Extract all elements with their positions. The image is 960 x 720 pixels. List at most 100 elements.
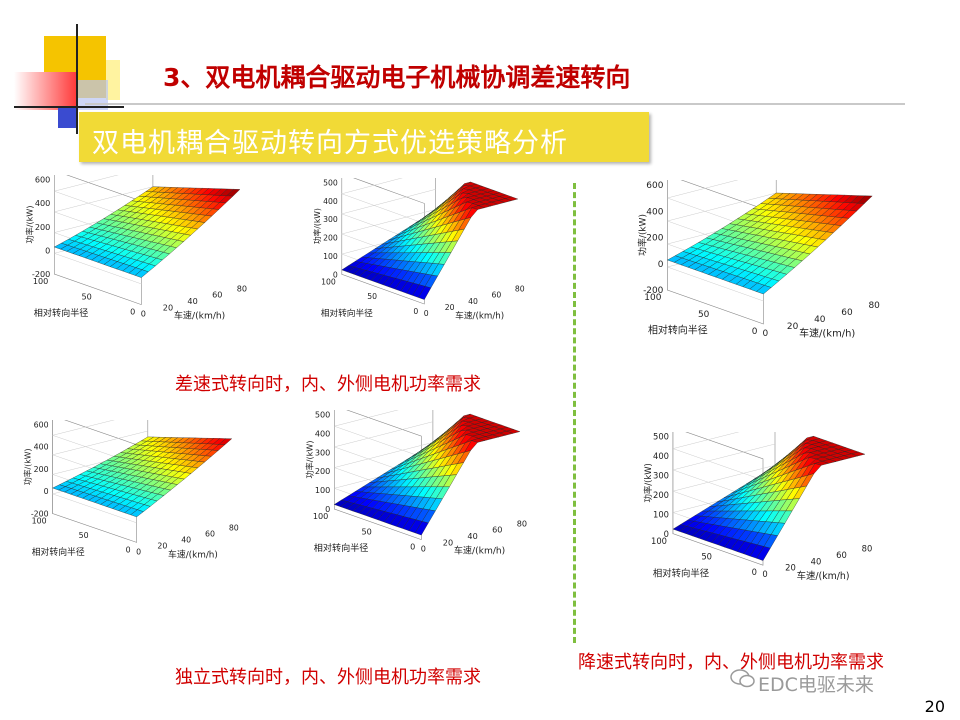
x-tick-label: 40 — [468, 297, 478, 306]
z-tick-label: 400 — [34, 443, 49, 452]
subtitle: 双电机耦合驱动转向方式优选策略分析 — [92, 128, 568, 159]
x-tick-label: 60 — [491, 291, 501, 300]
z-axis-label: 功率/(kW) — [636, 214, 648, 256]
z-tick-label: 0 — [325, 504, 330, 514]
watermark: EDC电驱未来 — [758, 674, 874, 696]
z-tick-label: -200 — [31, 510, 49, 519]
z-tick-label: 0 — [664, 529, 669, 539]
z-tick-label: 400 — [646, 207, 663, 217]
y-axis-label: 相对转向半径 — [648, 324, 708, 337]
z-tick-label: 600 — [646, 181, 663, 191]
y-tick-label: 0 — [126, 545, 131, 554]
y-tick-label: 50 — [361, 526, 371, 536]
y-tick-label: 0 — [413, 307, 418, 316]
y-tick-label: 100 — [644, 293, 661, 303]
y-tick-label: 50 — [698, 310, 710, 320]
z-tick-label: 0 — [44, 487, 49, 496]
x-axis-label: 车速/(km/h) — [797, 570, 850, 582]
y-axis-label: 相对转向半径 — [653, 567, 709, 579]
decor-blue-square — [58, 108, 78, 128]
surface-patch — [418, 286, 432, 300]
decor-horizontal-line — [14, 106, 124, 108]
y-tick-label: 0 — [130, 307, 135, 317]
x-tick-label: 40 — [467, 531, 477, 541]
z-tick-label: 200 — [646, 234, 663, 244]
grid-line — [672, 443, 776, 502]
x-tick-label: 0 — [136, 547, 141, 556]
y-tick-label: 0 — [410, 542, 415, 552]
x-axis-label: 车速/(km/h) — [799, 327, 855, 340]
grid-line — [53, 175, 142, 223]
y-tick-label: 0 — [752, 567, 757, 577]
z-tick-label: 0 — [658, 260, 664, 270]
x-tick-label: 60 — [492, 525, 502, 535]
caption-differential: 差速式转向时，内、外侧电机功率需求 — [175, 374, 481, 395]
y-tick-label: 100 — [651, 536, 667, 546]
grid-line — [333, 421, 433, 478]
grid-line — [340, 189, 436, 244]
decor-vertical-line — [76, 24, 78, 134]
z-tick-label: 600 — [35, 175, 50, 185]
surface-patch — [134, 269, 149, 278]
grid-line — [51, 420, 137, 465]
z-tick-label: 400 — [35, 198, 50, 208]
z-tick-label: 200 — [34, 465, 49, 474]
z-tick-label: 100 — [653, 509, 669, 519]
x-tick-label: 40 — [814, 315, 826, 325]
x-tick-label: 20 — [157, 541, 167, 550]
z-tick-label: 200 — [315, 466, 330, 476]
y-tick-label: 100 — [33, 276, 48, 286]
surface-patch — [756, 546, 771, 561]
z-axis-label: 功率/(kW) — [643, 463, 653, 502]
z-tick-label: 200 — [35, 222, 50, 232]
x-tick-label: 40 — [811, 556, 822, 566]
grid-line — [666, 180, 764, 233]
surface-patch — [756, 285, 772, 295]
z-tick-label: -200 — [32, 269, 50, 279]
x-tick-label: 40 — [187, 296, 197, 306]
z-tick-label: 300 — [323, 215, 338, 224]
x-tick-label: 80 — [229, 524, 239, 533]
z-tick-label: 0 — [45, 245, 50, 255]
x-tick-label: 80 — [868, 301, 880, 311]
grid-line — [672, 432, 764, 481]
wechat-icon — [730, 669, 755, 688]
decor-light-yellow-square — [106, 60, 120, 100]
x-tick-label: 20 — [785, 563, 796, 573]
z-tick-label: 100 — [315, 485, 330, 495]
z-tick-label: 500 — [315, 410, 330, 420]
z-tick-label: 400 — [653, 451, 669, 461]
y-axis-label: 相对转向半径 — [34, 307, 89, 319]
z-tick-label: 200 — [323, 234, 338, 243]
x-tick-label: 0 — [424, 309, 429, 318]
x-tick-label: 0 — [763, 329, 769, 339]
y-axis-label: 相对转向半径 — [314, 542, 369, 554]
x-tick-label: 20 — [787, 322, 799, 332]
x-tick-label: 80 — [517, 518, 527, 528]
y-tick-label: 100 — [32, 517, 47, 526]
x-tick-label: 0 — [141, 309, 146, 319]
z-tick-label: 0 — [333, 270, 338, 279]
z-tick-label: 400 — [315, 428, 330, 438]
caption-deceleration: 降速式转向时，内、外侧电机功率需求 — [578, 652, 884, 673]
y-tick-label: 50 — [367, 292, 377, 301]
y-tick-label: 100 — [321, 277, 336, 286]
x-tick-label: 0 — [762, 569, 767, 579]
x-axis-label: 车速/(km/h) — [174, 310, 225, 322]
y-tick-label: 0 — [752, 327, 758, 337]
y-axis-label: 相对转向半径 — [32, 546, 85, 558]
title-rule — [85, 103, 905, 105]
z-tick-label: 500 — [323, 178, 338, 187]
decor-light-blue-square — [76, 80, 108, 110]
y-tick-label: 50 — [701, 551, 712, 561]
dashed-divider — [573, 183, 576, 643]
surface-patch — [414, 521, 429, 536]
caption-independent: 独立式转向时，内、外侧电机功率需求 — [175, 667, 481, 688]
x-axis-label: 车速/(km/h) — [455, 310, 504, 322]
x-tick-label: 20 — [163, 302, 173, 312]
